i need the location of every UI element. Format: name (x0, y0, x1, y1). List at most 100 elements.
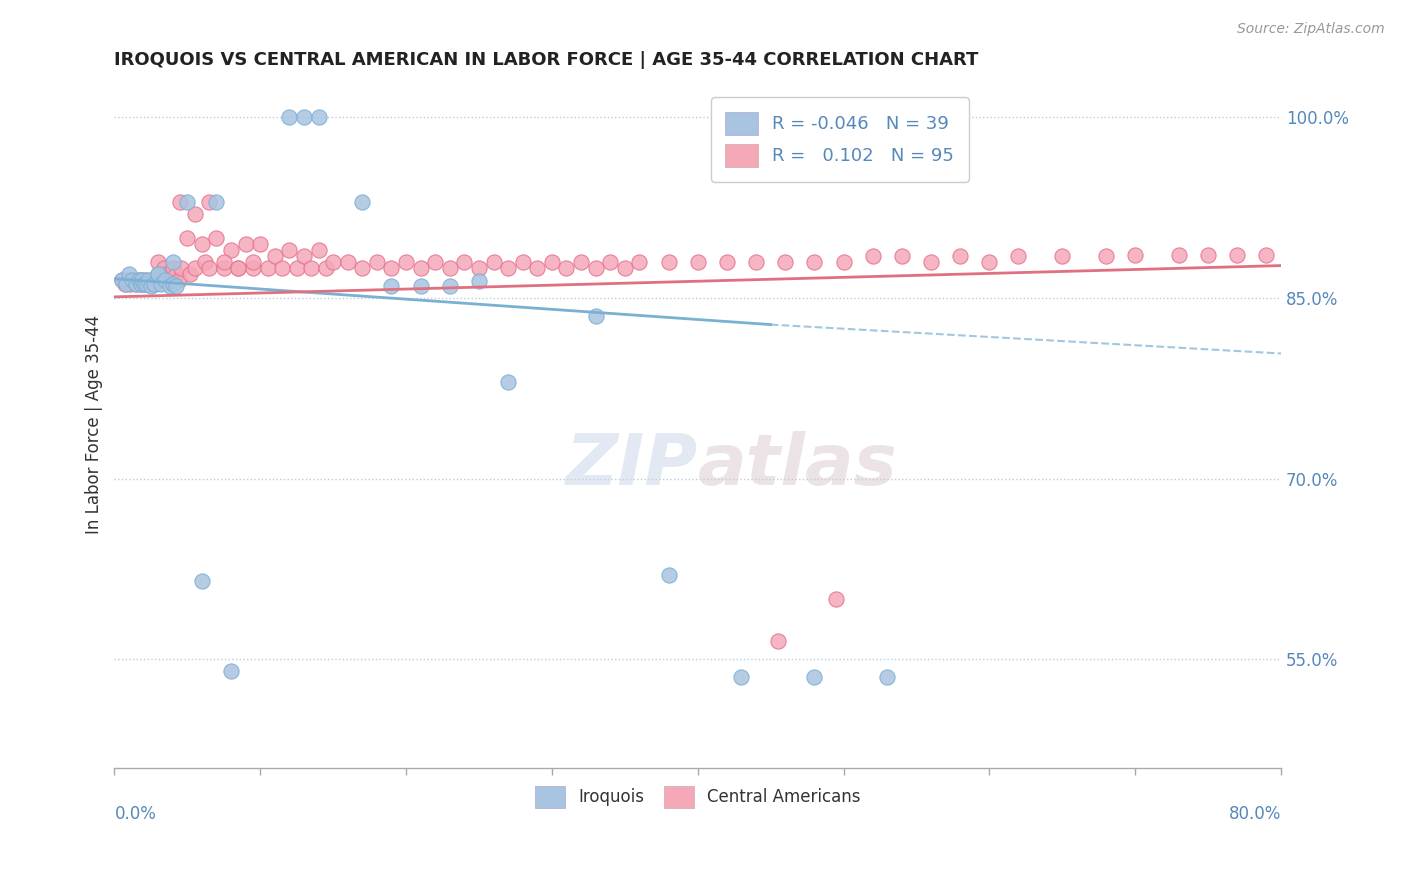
Point (131, 273, 153, 287)
Point (439, 260, 461, 275)
Point (176, 194, 198, 209)
Point (165, 267, 187, 281)
Point (979, 255, 1001, 269)
Point (125, 277, 148, 291)
Point (242, 260, 264, 275)
Point (263, 249, 285, 263)
Point (165, 279, 187, 293)
Point (1197, 248, 1219, 262)
Point (920, 255, 942, 269)
Point (179, 267, 201, 281)
Point (1167, 248, 1189, 262)
Point (730, 670, 752, 684)
Point (315, 260, 337, 275)
Point (141, 273, 163, 287)
Point (425, 255, 447, 269)
Point (825, 592, 848, 607)
Point (657, 568, 679, 582)
Point (496, 376, 519, 390)
Text: 80.0%: 80.0% (1229, 805, 1281, 823)
Point (949, 249, 972, 263)
Text: 0.0%: 0.0% (114, 805, 156, 823)
Point (890, 249, 912, 263)
Point (1095, 249, 1118, 263)
Point (191, 236, 214, 251)
Point (176, 231, 198, 245)
Point (322, 255, 344, 269)
Point (242, 255, 264, 269)
Point (228, 260, 250, 275)
Point (628, 255, 651, 269)
Point (205, 194, 228, 209)
Point (114, 277, 136, 291)
Point (512, 255, 534, 269)
Point (159, 273, 181, 287)
Point (191, 574, 214, 588)
Text: IROQUOIS VS CENTRAL AMERICAN IN LABOR FORCE | AGE 35-44 CORRELATION CHART: IROQUOIS VS CENTRAL AMERICAN IN LABOR FO… (114, 51, 979, 69)
Point (212, 255, 235, 269)
Point (657, 255, 679, 269)
Point (1123, 248, 1146, 262)
Point (120, 277, 142, 291)
Point (308, 111, 330, 125)
Point (153, 260, 176, 275)
Point (228, 260, 250, 275)
Point (613, 260, 636, 275)
Text: Source: ZipAtlas.com: Source: ZipAtlas.com (1237, 22, 1385, 37)
Point (125, 277, 148, 291)
Point (159, 279, 181, 293)
Point (745, 255, 768, 269)
Point (599, 255, 621, 269)
Point (155, 273, 177, 287)
Point (132, 277, 155, 291)
Point (336, 255, 359, 269)
Point (167, 273, 190, 287)
Point (585, 260, 607, 275)
Point (803, 255, 825, 269)
Point (766, 634, 789, 648)
Point (352, 194, 374, 209)
Point (219, 243, 242, 257)
Point (136, 273, 159, 287)
Point (876, 670, 898, 684)
Point (143, 277, 166, 291)
Point (409, 260, 432, 275)
Point (380, 260, 402, 275)
Point (128, 273, 150, 287)
Point (541, 255, 564, 269)
Point (150, 277, 173, 291)
Point (569, 255, 592, 269)
Point (139, 279, 162, 293)
Point (205, 231, 228, 245)
Point (146, 267, 169, 281)
Point (129, 277, 152, 291)
Point (235, 236, 257, 251)
Point (198, 260, 221, 275)
Point (111, 273, 134, 287)
Point (1007, 249, 1029, 263)
Point (773, 255, 796, 269)
Y-axis label: In Labor Force | Age 35-44: In Labor Force | Age 35-44 (86, 315, 103, 534)
Point (156, 267, 179, 281)
Point (121, 273, 143, 287)
Point (803, 670, 825, 684)
Point (278, 243, 301, 257)
Point (1256, 248, 1278, 262)
Point (409, 279, 432, 293)
Point (129, 277, 152, 291)
Point (132, 277, 155, 291)
Point (128, 273, 150, 287)
Point (468, 274, 491, 288)
Point (146, 267, 169, 281)
Point (555, 260, 578, 275)
Point (170, 260, 193, 275)
Point (292, 249, 315, 263)
Point (219, 665, 242, 679)
Point (162, 255, 184, 269)
Point (142, 277, 165, 291)
Point (111, 273, 134, 287)
Point (285, 260, 308, 275)
Point (212, 260, 235, 275)
Point (380, 279, 402, 293)
Point (162, 277, 184, 291)
